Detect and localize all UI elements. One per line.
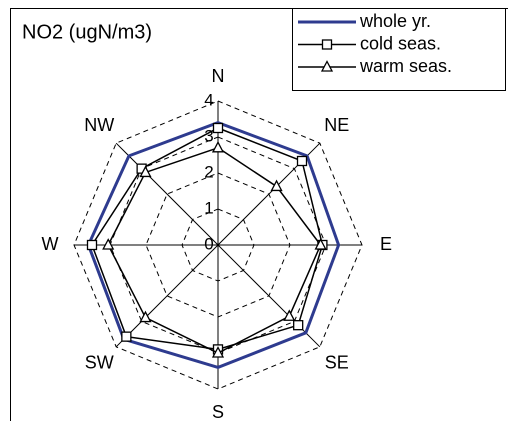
category-label: NW [84,115,114,135]
point-marker [296,155,308,167]
point-marker [293,320,304,331]
point-marker [211,140,225,153]
series-line [107,146,322,354]
category-label: N [212,66,225,86]
grid-ring [109,136,327,354]
category-label: NE [324,115,349,135]
point-marker [102,238,115,250]
point-marker [320,60,334,72]
point-marker [314,238,327,250]
legend-label: whole yr. [359,11,431,31]
category-label: W [42,234,59,254]
grid-ring [73,100,363,390]
chart-title: NO2 (ugN/m3) [22,21,152,43]
point-marker [212,122,224,134]
point-marker [283,309,296,321]
point-marker [321,39,333,50]
category-label: SE [325,353,349,373]
category-label: E [380,234,392,254]
legend-label: warm seas. [359,56,452,76]
point-marker [86,239,98,251]
r-tick-label: 0 [204,234,213,253]
point-marker [270,179,283,192]
point-marker [211,346,225,358]
point-marker [139,310,152,323]
r-tick-label: 3 [204,126,213,145]
spoke [115,142,219,246]
r-tick-label: 2 [204,162,213,181]
plot [86,120,341,369]
plot-frame [10,8,508,421]
legend: whole yr.cold seas. warm seas. [298,11,452,76]
r-tick-label: 4 [204,90,213,109]
category-label: SW [85,353,114,373]
point-marker [121,331,132,342]
spoke [115,244,219,348]
category-label: S [212,402,224,421]
r-tick-label: 1 [204,198,213,217]
series-line [86,120,341,369]
legend-label: cold seas. [360,33,441,53]
point-marker [139,165,152,178]
